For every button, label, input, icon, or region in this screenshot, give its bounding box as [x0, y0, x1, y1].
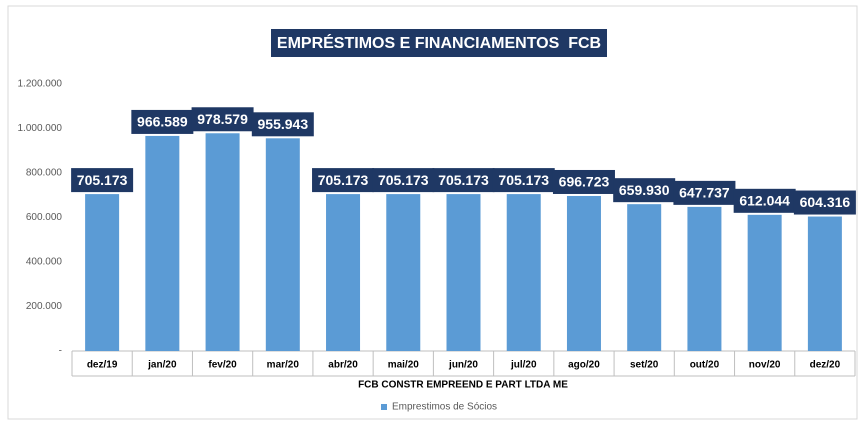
value-label-box [432, 168, 495, 193]
y-tick-label: 800.000 [26, 168, 63, 179]
bar [566, 195, 601, 351]
x-tick-label: dez/19 [87, 360, 118, 371]
y-tick-label: - [59, 346, 62, 357]
bar [687, 206, 722, 351]
x-tick-label: nov/20 [749, 360, 781, 371]
x-tick-label: ago/20 [568, 360, 600, 371]
value-label: 647.737 [679, 185, 730, 201]
x-tick-label: mai/20 [388, 360, 420, 371]
value-label-box [71, 168, 134, 193]
value-label-box [613, 178, 676, 203]
x-tick-label: jan/20 [147, 360, 177, 371]
value-label-box [793, 190, 856, 215]
value-label-box [131, 109, 194, 134]
value-label: 705.173 [438, 172, 489, 188]
value-label-box [552, 169, 615, 194]
y-tick-label: 400.000 [26, 257, 63, 268]
bar [85, 194, 120, 351]
value-label-box [673, 180, 736, 205]
x-tick-label: out/20 [690, 360, 720, 371]
value-label: 955.943 [258, 116, 309, 132]
title-box [271, 29, 607, 57]
bar [807, 216, 842, 351]
chart-title: EMPRÉSTIMOS E FINANCIAMENTOS FCB [277, 33, 601, 52]
bar [326, 194, 361, 351]
value-label: 705.173 [77, 172, 128, 188]
x-tick-label: abr/20 [328, 360, 358, 371]
value-label: 966.589 [137, 114, 188, 130]
value-label-box [733, 188, 796, 213]
legend-swatch [381, 404, 387, 410]
bar [506, 194, 541, 351]
y-tick-label: 1.000.000 [18, 123, 63, 134]
bar [265, 138, 300, 351]
value-label-box [251, 112, 314, 137]
bar [627, 204, 662, 351]
bar [386, 194, 421, 351]
value-label-box [372, 168, 435, 193]
x-tick-label: fev/20 [208, 360, 237, 371]
y-tick-label: 600.000 [26, 212, 63, 223]
value-label-box [312, 168, 375, 193]
bar [145, 135, 180, 351]
x-tick-label: set/20 [630, 360, 659, 371]
value-label: 705.173 [378, 172, 429, 188]
value-label: 604.316 [800, 194, 851, 210]
legend-label: Emprestimos de Sócios [392, 402, 497, 413]
bar [205, 133, 240, 351]
x-axis-title: FCB CONSTR EMPREEND E PART LTDA ME [358, 380, 568, 391]
y-tick-label: 1.200.000 [18, 79, 63, 90]
value-label: 705.173 [498, 172, 549, 188]
value-label: 978.579 [197, 111, 248, 127]
x-tick-label: dez/20 [810, 360, 841, 371]
x-tick-label: mar/20 [267, 360, 300, 371]
y-tick-label: 200.000 [26, 301, 63, 312]
x-tick-label: jul/20 [510, 360, 537, 371]
value-label: 705.173 [318, 172, 369, 188]
value-label: 612.044 [739, 193, 790, 209]
chart-frame [7, 5, 858, 420]
bar [747, 214, 782, 351]
value-label-box [191, 107, 254, 132]
value-label-box [492, 168, 555, 193]
value-label: 696.723 [559, 174, 610, 190]
bar [446, 194, 481, 351]
x-tick-label: jun/20 [448, 360, 478, 371]
value-label: 659.930 [619, 182, 670, 198]
